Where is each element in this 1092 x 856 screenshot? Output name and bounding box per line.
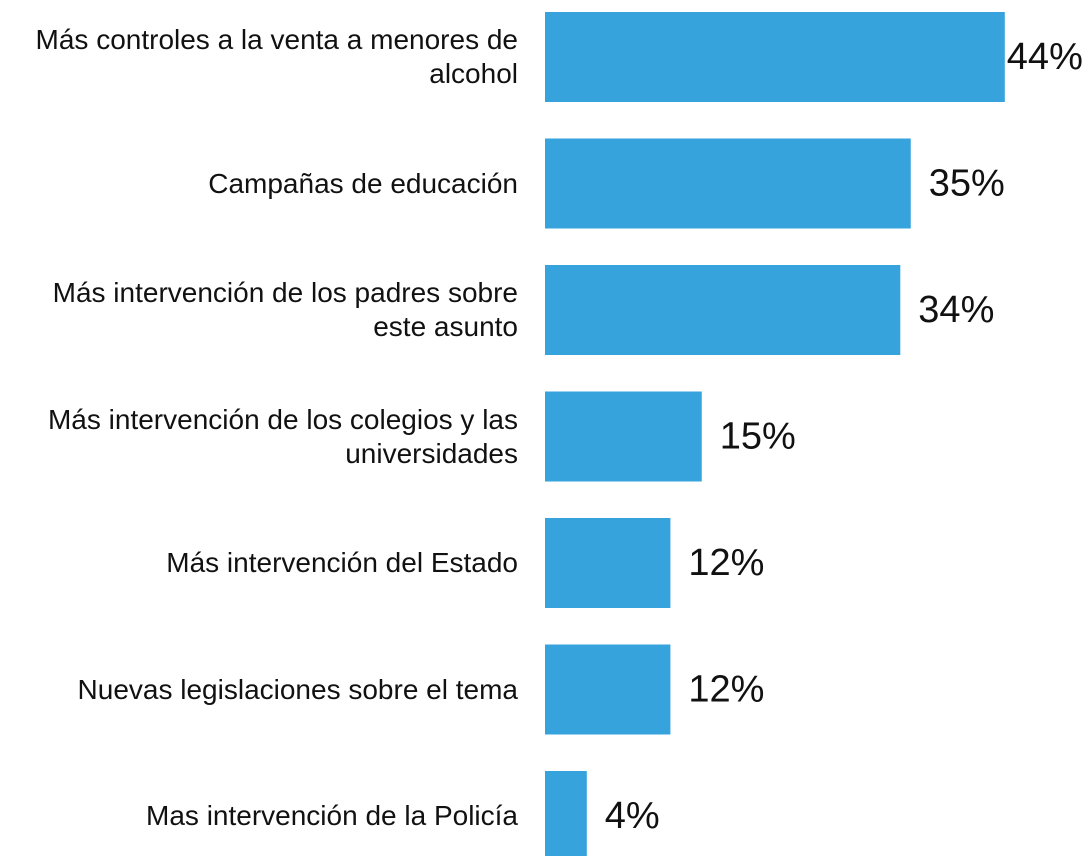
- value-label: 4%: [605, 795, 660, 837]
- bar: [545, 644, 671, 735]
- category-label: Campañas de educación: [208, 167, 518, 199]
- bar: [545, 391, 702, 482]
- category-label: Mas intervención de la Policía: [146, 800, 518, 831]
- value-label: 15%: [720, 416, 796, 458]
- bar: [545, 12, 1005, 102]
- value-label: 44%: [1007, 36, 1083, 78]
- category-label: Nuevas legislaciones sobre el tema: [77, 673, 518, 705]
- value-label: 34%: [918, 289, 994, 331]
- bar: [545, 518, 671, 608]
- category-label: Más intervención de los padres sobre est…: [52, 277, 518, 342]
- bar: [545, 771, 587, 856]
- category-label: Más intervención del Estado: [166, 547, 518, 578]
- category-label: Más intervención de los colegios y las u…: [47, 403, 518, 469]
- value-label: 12%: [688, 542, 764, 584]
- value-label: 35%: [929, 163, 1005, 205]
- value-label: 12%: [688, 669, 764, 711]
- category-label: Más controles a la venta a menores de al…: [35, 24, 518, 89]
- bar: [545, 265, 901, 355]
- bar: [545, 138, 911, 229]
